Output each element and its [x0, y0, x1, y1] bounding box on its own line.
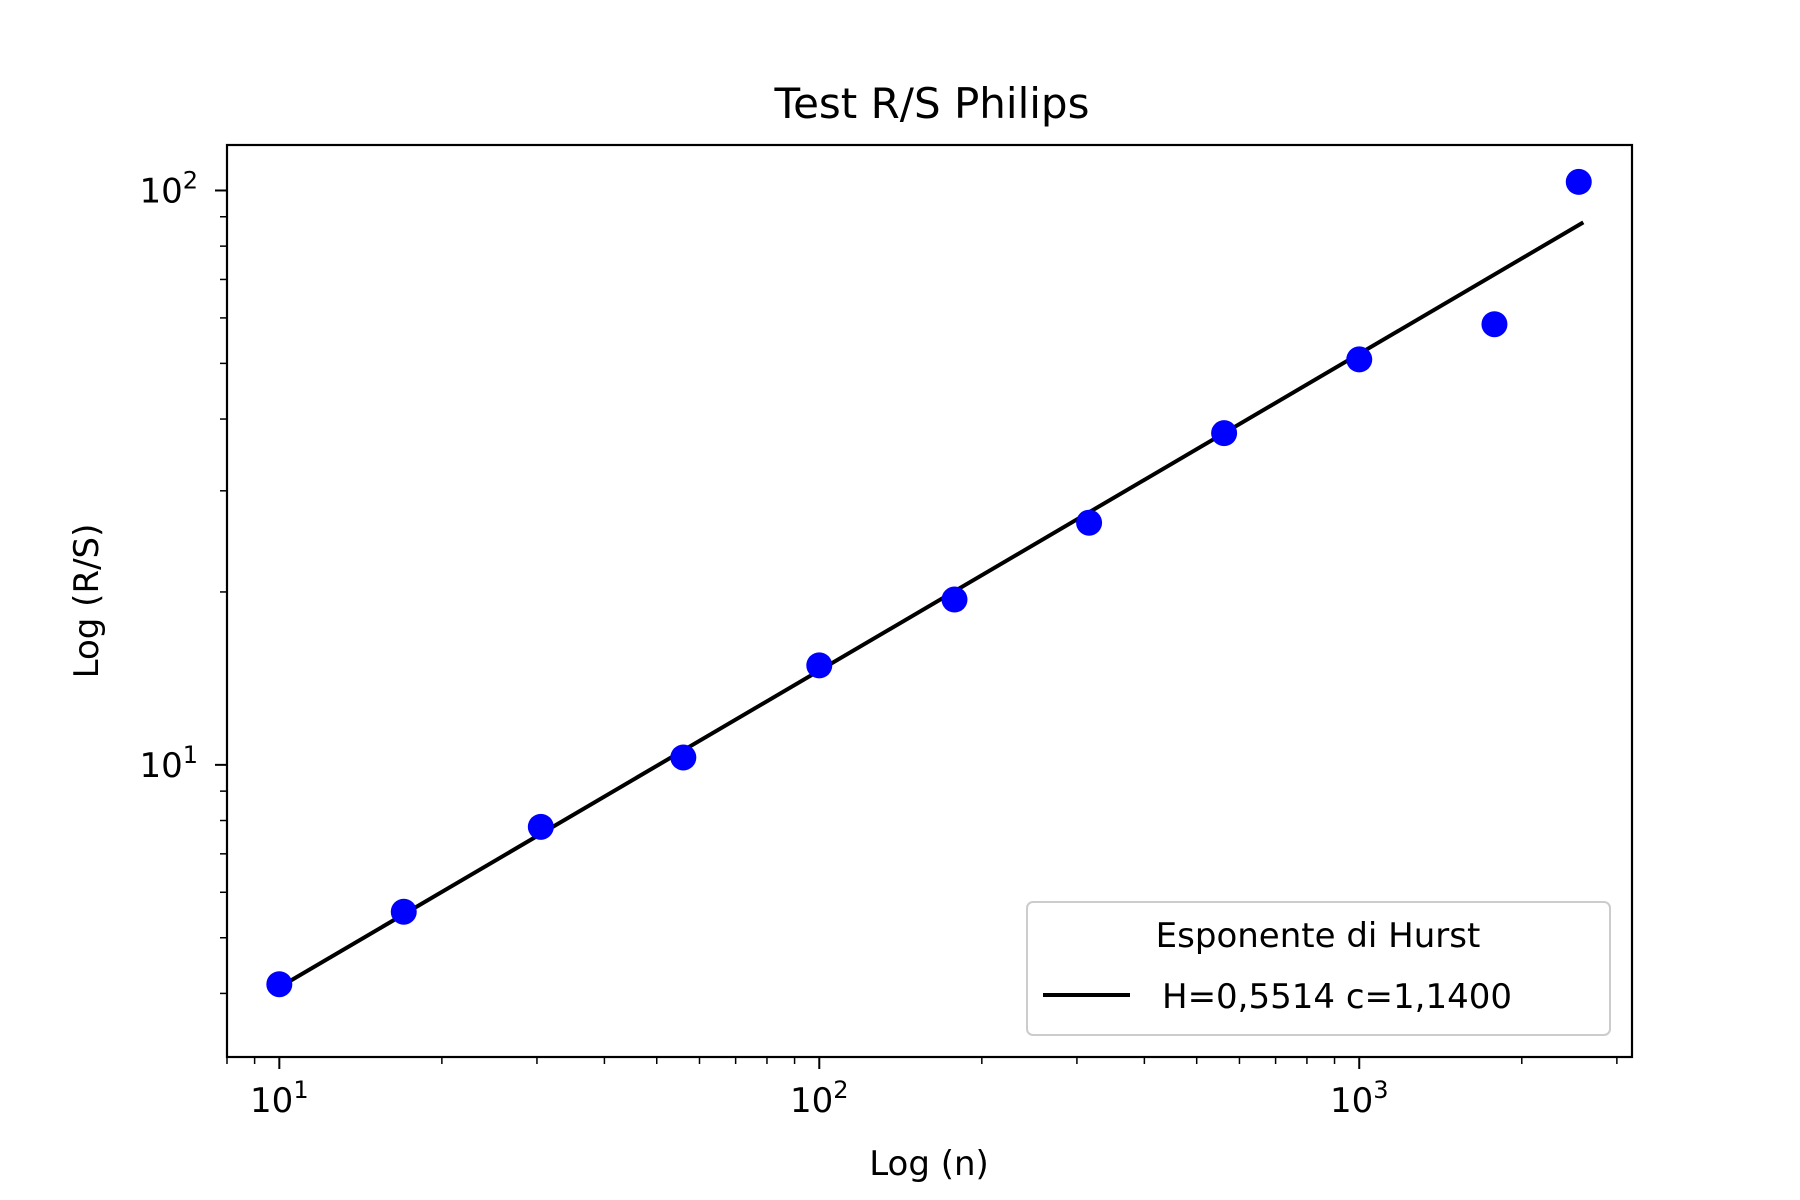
- x-tick-label-1: 102: [790, 1076, 849, 1121]
- chart-title: Test R/S Philips: [774, 79, 1090, 128]
- y-axis-ticks: 101 102: [139, 166, 227, 995]
- y-axis-label: Log (R/S): [67, 524, 107, 679]
- data-point-7: [1211, 420, 1238, 447]
- data-point-5: [941, 586, 968, 613]
- data-point-9: [1481, 311, 1508, 338]
- legend-frame: [1026, 901, 1611, 1036]
- y-tick-label-0: 101: [139, 741, 198, 786]
- x-axis-ticks: 101 102 103: [226, 1057, 1618, 1121]
- plot-area-frame: [225, 143, 1634, 1059]
- data-point-0: [266, 971, 293, 998]
- legend: Esponente di Hurst H=0,5514 c=1,1400: [1026, 901, 1611, 1036]
- data-point-2: [527, 813, 554, 840]
- data-point-8: [1346, 346, 1373, 373]
- data-point-6: [1076, 509, 1103, 536]
- x-tick-label-0: 101: [250, 1076, 309, 1121]
- data-point-10: [1565, 168, 1592, 195]
- legend-entry-label: H=0,5514 c=1,1400: [1162, 977, 1512, 1017]
- data-point-4: [806, 652, 833, 679]
- legend-title: Esponente di Hurst: [1156, 916, 1481, 956]
- data-point-3: [670, 744, 697, 771]
- data-point-1: [390, 898, 417, 925]
- y-tick-label-1: 102: [139, 166, 198, 211]
- data-points-layer: [266, 168, 1592, 998]
- x-tick-label-2: 103: [1330, 1076, 1389, 1121]
- x-axis-label: Log (n): [869, 1144, 989, 1184]
